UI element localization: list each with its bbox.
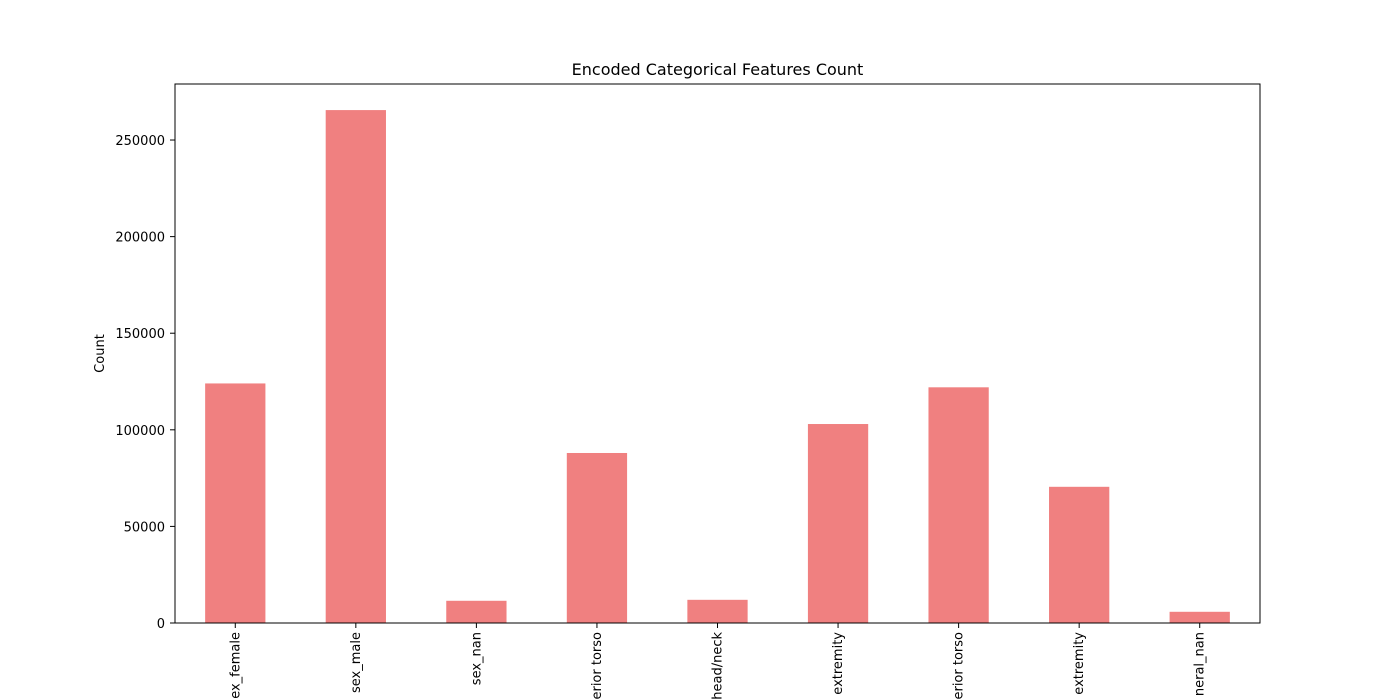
x-tick-label: erior torso [590,632,605,700]
x-tick-label: sex_nan [469,632,484,685]
bar-5 [807,424,869,623]
y-tick-label: 0 [157,617,165,632]
y-tick-label: 100000 [115,424,165,439]
x-tick-label: extremity [831,632,846,695]
bar-8 [1169,611,1230,623]
y-tick-label: 50000 [124,520,165,535]
x-tick-label: extremity [1072,632,1087,695]
x-tick-label: erior torso [952,632,967,700]
y-axis: 0 50000 100000 150000 200000 250000 [115,134,175,632]
bar-6 [928,387,989,623]
bar-7 [1049,486,1110,623]
bars-layer [205,110,1230,624]
x-tick-label: head/neck [711,632,726,700]
x-tick-label: ex_female [228,632,243,699]
chart-title: Encoded Categorical Features Count [572,60,864,79]
bar-1 [325,110,386,624]
y-tick-label: 200000 [115,231,165,246]
y-tick-label: 250000 [115,134,165,149]
x-tick-label: neral_nan [1193,632,1208,696]
x-axis: ex_female sex_male sex_nan erior torso head/… [228,623,1208,700]
bar-3 [566,452,628,623]
y-tick-label: 150000 [115,327,165,342]
y-axis-title: Count [93,334,108,373]
bar-2 [446,600,507,623]
bar-0 [205,383,266,623]
bar-4 [687,599,748,623]
x-tick-label: sex_male [349,632,364,693]
